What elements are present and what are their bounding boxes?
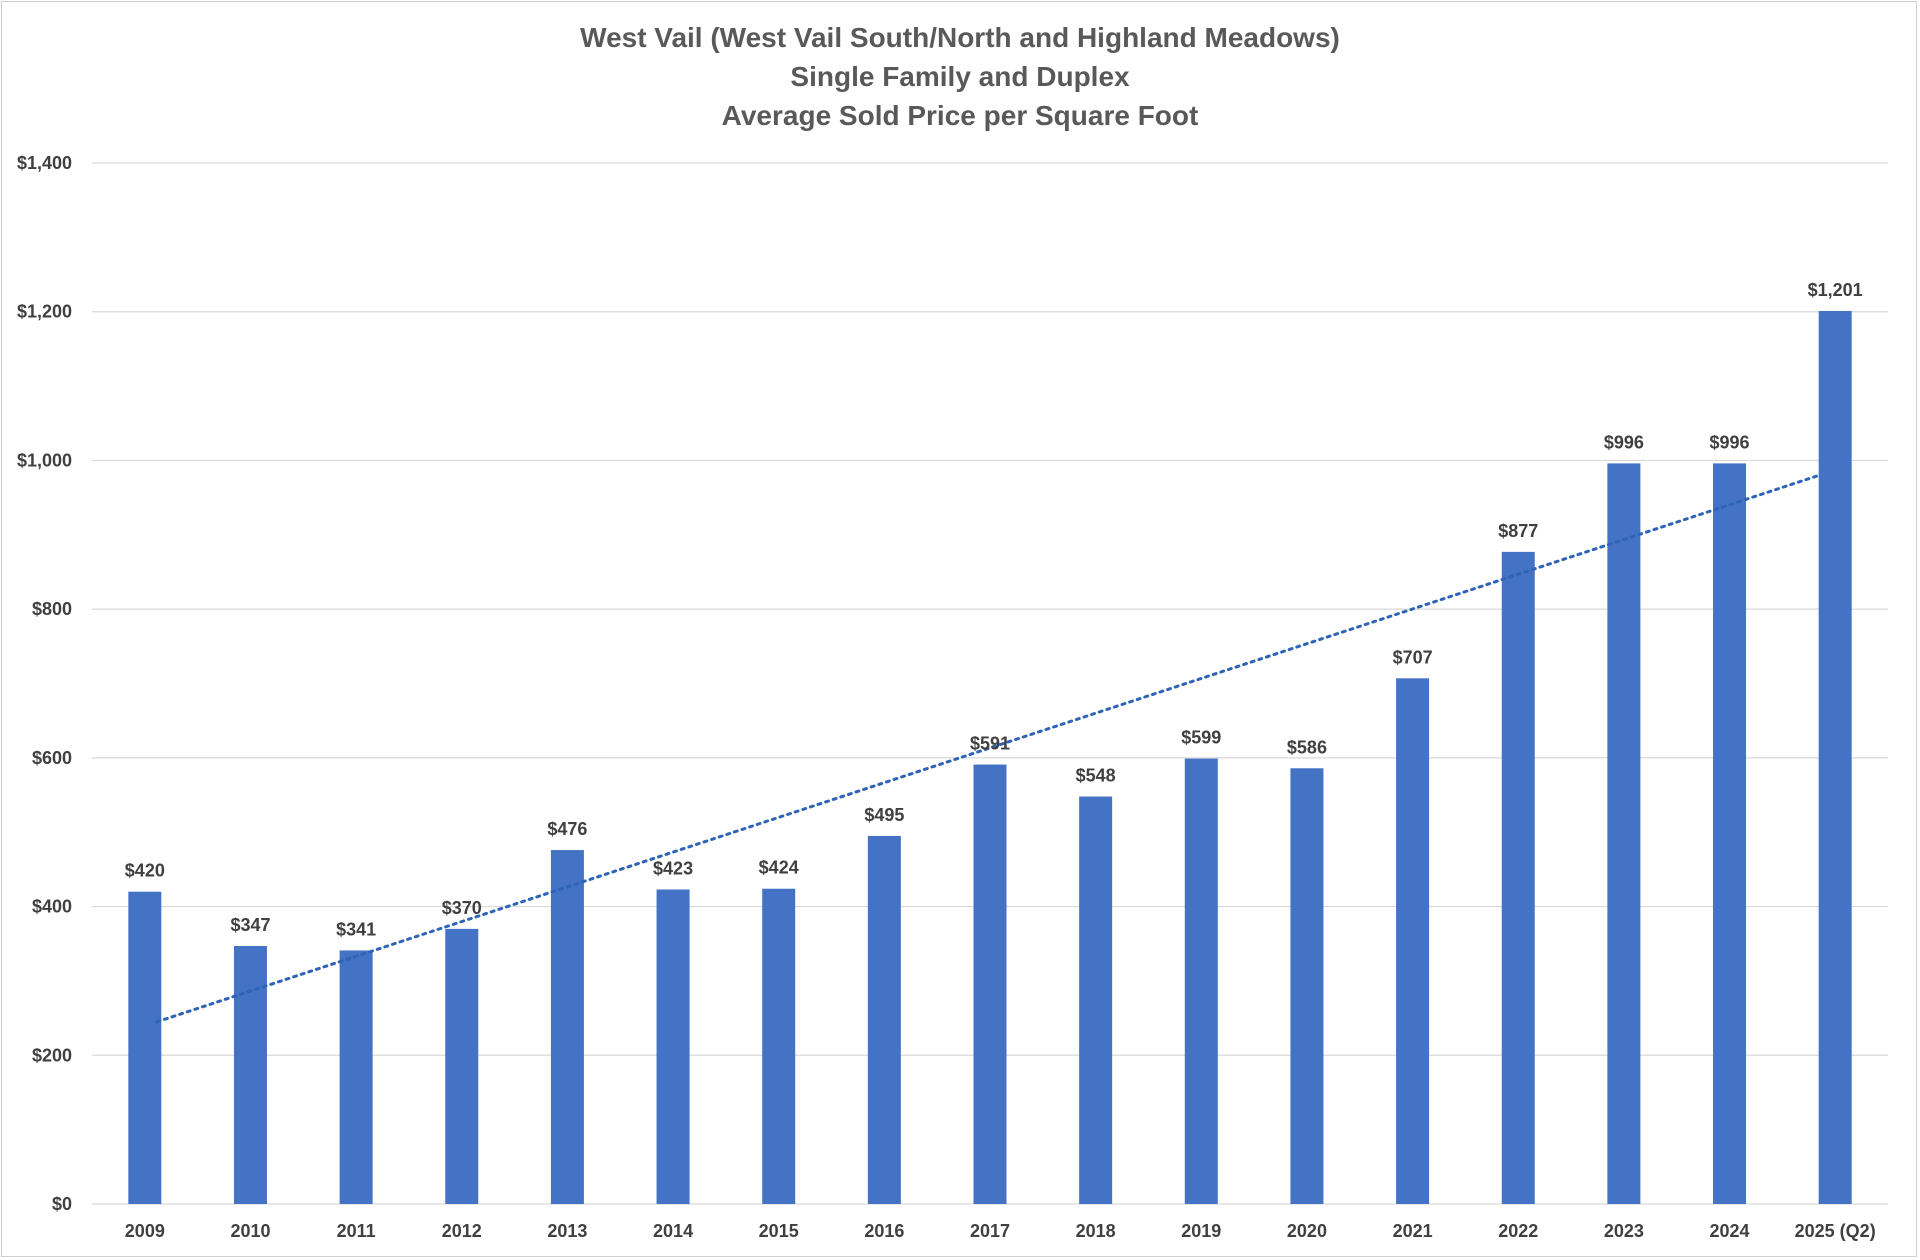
data-label: $420 [125, 861, 165, 881]
bar [1079, 796, 1113, 1204]
data-label: $599 [1181, 728, 1221, 748]
x-tick-label: 2013 [547, 1221, 587, 1241]
bar [762, 888, 796, 1204]
data-label: $1,201 [1808, 280, 1863, 300]
data-label: $586 [1287, 737, 1327, 757]
y-tick-label: $800 [32, 599, 72, 619]
x-tick-label: 2010 [230, 1221, 270, 1241]
x-tick-label: 2025 (Q2) [1795, 1221, 1876, 1241]
bar [1818, 310, 1852, 1204]
trendline [155, 473, 1821, 1024]
bar [1290, 768, 1324, 1204]
x-tick-label: 2019 [1181, 1221, 1221, 1241]
x-tick-label: 2020 [1287, 1221, 1327, 1241]
bar [339, 950, 373, 1204]
bar [973, 764, 1007, 1204]
y-axis: $0 $200 $400 $600 $800 $1,000 $1,200 $1,400 [17, 153, 72, 1214]
bar [1184, 758, 1218, 1204]
data-label: $476 [547, 819, 587, 839]
x-tick-label: 2024 [1710, 1221, 1750, 1241]
data-label: $424 [759, 858, 799, 878]
bar [1713, 463, 1747, 1205]
bar [867, 835, 901, 1204]
bars [128, 310, 1852, 1205]
bar [445, 928, 479, 1204]
trendline-group [155, 473, 1821, 1024]
x-axis: 2009 2010 2011 2012 2013 2014 2015 2016 2017 2018… [125, 1221, 1876, 1241]
data-label: $591 [970, 734, 1010, 754]
data-label: $707 [1393, 647, 1433, 667]
data-label: $370 [442, 898, 482, 918]
y-tick-label: $200 [32, 1045, 72, 1065]
x-tick-label: 2018 [1076, 1221, 1116, 1241]
y-tick-label: $600 [32, 748, 72, 768]
x-tick-label: 2023 [1604, 1221, 1644, 1241]
data-label: $341 [336, 919, 376, 939]
y-tick-label: $1,000 [17, 450, 72, 470]
chart-subtitle-2: Average Sold Price per Square Foot [721, 100, 1199, 131]
x-tick-label: 2022 [1498, 1221, 1538, 1241]
data-label: $347 [230, 915, 270, 935]
x-tick-label: 2009 [125, 1221, 165, 1241]
x-tick-label: 2017 [970, 1221, 1010, 1241]
x-tick-label: 2016 [864, 1221, 904, 1241]
data-label: $548 [1076, 766, 1116, 786]
y-tick-label: $1,400 [17, 153, 72, 173]
data-label: $877 [1498, 521, 1538, 541]
x-tick-label: 2015 [759, 1221, 799, 1241]
data-label: $495 [864, 805, 904, 825]
chart-subtitle-1: Single Family and Duplex [790, 61, 1130, 92]
bar [550, 850, 584, 1204]
bar [656, 889, 690, 1204]
data-label: $423 [653, 858, 693, 878]
bar [1607, 463, 1641, 1205]
x-tick-label: 2021 [1393, 1221, 1433, 1241]
bar [128, 891, 162, 1204]
y-tick-label: $400 [32, 897, 72, 917]
bar [233, 945, 267, 1204]
chart-title: West Vail (West Vail South/North and Hig… [580, 22, 1340, 53]
y-tick-label: $0 [52, 1194, 72, 1214]
x-tick-label: 2012 [442, 1221, 482, 1241]
y-tick-label: $1,200 [17, 302, 72, 322]
x-tick-label: 2011 [337, 1221, 376, 1241]
chart-title-block: West Vail (West Vail South/North and Hig… [0, 18, 1920, 135]
x-tick-label: 2014 [653, 1221, 693, 1241]
bar [1501, 551, 1535, 1204]
data-labels: $420 $347 $341 $370 $476 $423 $424 $495 $591 $548… [125, 280, 1863, 939]
bar [1396, 678, 1430, 1204]
data-label: $996 [1710, 432, 1750, 452]
data-label: $996 [1604, 432, 1644, 452]
